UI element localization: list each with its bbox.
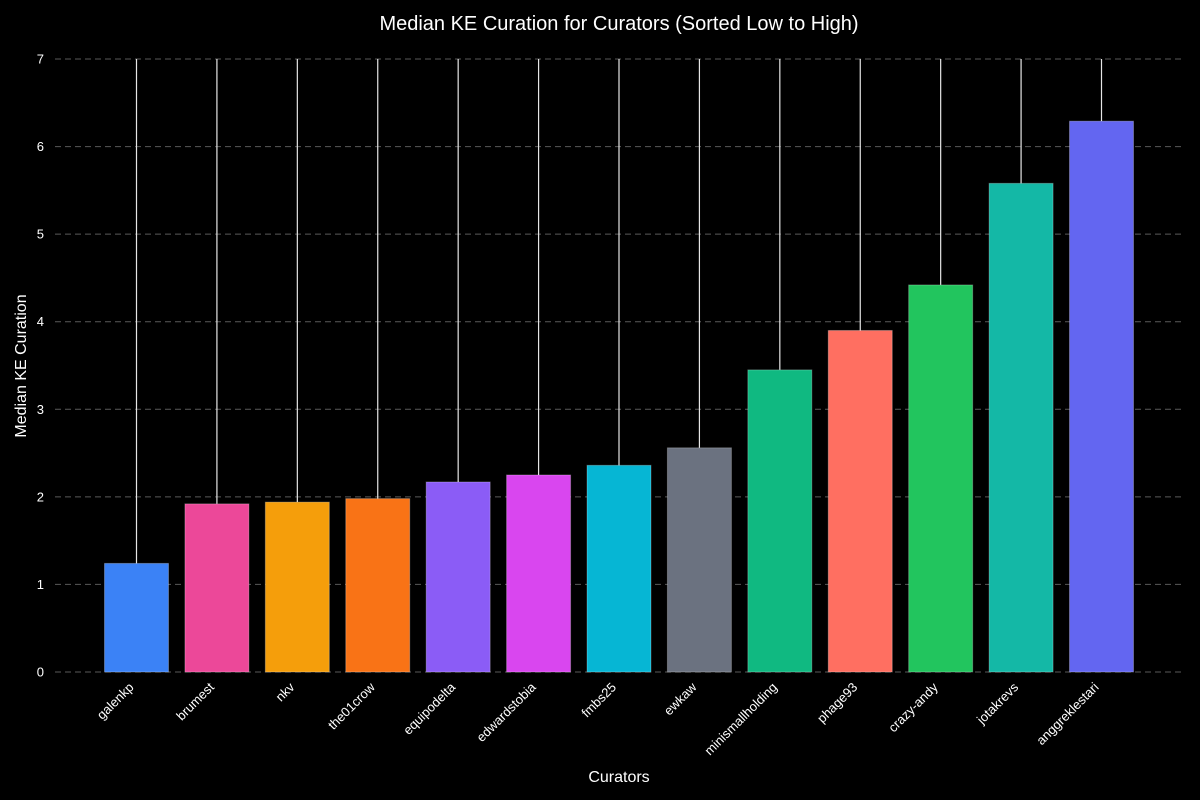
x-tick-label-anggreklestari: anggreklestari [1033,679,1101,747]
x-tick-label-ewkaw: ewkaw [661,679,700,718]
bar-ewkaw [666,447,732,673]
x-tick-label-nkv: nkv [273,679,298,704]
bar-equipodelta [425,481,491,673]
bar-jotakrevs [988,182,1054,673]
y-tick-label: 3 [37,402,44,417]
x-tick-label-phage93: phage93 [814,680,860,726]
chart-title: Median KE Curation for Curators (Sorted … [379,13,858,35]
x-axis-label: Curators [588,769,649,786]
y-tick-label: 6 [37,139,44,154]
x-tick-label-crazy-andy: crazy-andy [885,679,941,735]
bar-nkv [264,501,330,673]
x-tick-label-brumest: brumest [173,679,217,723]
x-tick-label-fmbs25: fmbs25 [578,680,619,721]
y-axis-ticks: 0 1 2 3 4 5 6 7 [37,52,44,680]
y-axis-label: Median KE Curation [13,294,30,437]
bar-phage93 [827,329,893,673]
y-tick-label: 0 [37,665,44,680]
bar-brumest [184,503,250,673]
y-tick-label: 7 [37,52,44,67]
stem-lines [135,59,1103,564]
y-tick-label: 5 [37,227,44,242]
x-tick-label-equipodelta: equipodelta [400,679,459,738]
bar-edwardstobia [506,474,572,673]
bar-anggreklestari [1069,120,1134,673]
x-tick-label-the01crow: the01crow [325,679,378,732]
x-tick-label-edwardstobia: edwardstobia [473,679,539,745]
bar-crazy-andy [908,284,974,673]
x-tick-label-jotakrevs: jotakrevs [973,679,1021,727]
bars [104,120,1134,673]
y-tick-label: 2 [37,489,44,504]
bar-galenkp [104,562,169,673]
x-tick-label-minismallholding: minismallholding [701,680,780,759]
x-tick-label-galenkp: galenkp [94,680,137,723]
x-axis-ticks: galenkp brumest nkv the01crow equipodelta edw… [94,679,1102,758]
y-tick-label: 4 [37,314,44,329]
y-tick-label: 1 [37,577,44,592]
bar-the01crow [345,498,411,673]
bar-fmbs25 [586,464,652,673]
bar-minismallholding [747,369,813,673]
